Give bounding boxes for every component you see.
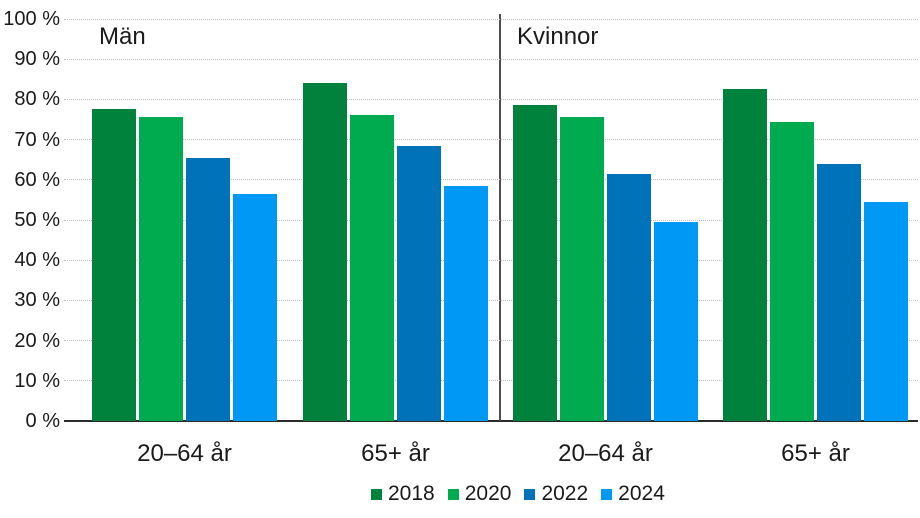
gridline-60 — [64, 179, 918, 181]
legend-item-2022: 2022 — [524, 483, 588, 505]
gridline-80 — [64, 98, 918, 100]
gridline-10 — [64, 380, 918, 382]
legend-color-swatch-2022 — [524, 488, 536, 500]
bar-2024-man-65-ar — [444, 185, 488, 421]
gridline-90 — [64, 58, 918, 60]
y-axis-tick-label-20: 20 % — [14, 329, 60, 352]
y-axis-tick-label-10: 10 % — [14, 369, 60, 392]
bar-2024-man-20-64-ar — [233, 193, 277, 421]
legend-color-swatch-2018 — [371, 488, 382, 500]
bar-2022-kvinnor-20-64-ar — [607, 173, 651, 421]
y-axis-tick-label-30: 30 % — [14, 289, 60, 312]
bar-2018-kvinnor-65-ar — [723, 89, 767, 421]
bar-2020-man-65-ar — [350, 115, 394, 421]
legend-item-2024: 2024 — [601, 483, 665, 505]
gridline-70 — [64, 139, 918, 141]
legend-label-2018: 2018 — [388, 482, 435, 505]
bar-2018-kvinnor-20-64-ar — [513, 105, 557, 421]
x-axis-category-label-man-65-ar: 65+ år — [361, 440, 430, 467]
legend-item-2020: 2020 — [447, 482, 512, 505]
gridline-20 — [64, 340, 918, 342]
x-axis-category-label-man-20-64-ar: 20–64 år — [137, 440, 232, 467]
legend-label-2020: 2020 — [464, 482, 512, 505]
legend-label-2024: 2024 — [618, 482, 665, 505]
bar-2020-kvinnor-65-ar — [770, 121, 814, 421]
bar-2024-kvinnor-65-ar — [864, 201, 908, 421]
panel-divider — [499, 14, 501, 421]
bar-2022-man-20-64-ar — [186, 157, 230, 421]
bar-2024-kvinnor-20-64-ar — [654, 222, 698, 421]
y-axis-tick-label-60: 60 % — [14, 168, 60, 191]
x-axis-line — [64, 420, 918, 422]
panel-label-man: Män — [99, 23, 146, 50]
gridline-100 — [64, 18, 918, 20]
bar-2018-man-20-64-ar — [92, 109, 136, 421]
gridline-40 — [64, 259, 918, 261]
y-axis-tick-label-100: 100 % — [3, 8, 60, 30]
legend-label-2022: 2022 — [541, 482, 589, 505]
legend-color-swatch-2020 — [447, 488, 459, 500]
y-axis-tick-label-80: 80 % — [14, 88, 60, 111]
y-axis-tick-label-0: 0 % — [25, 410, 60, 432]
y-axis-tick-label-90: 90 % — [14, 48, 60, 71]
gridline-50 — [64, 219, 918, 221]
panel-label-kvinnor: Kvinnor — [517, 23, 599, 50]
gridline-30 — [64, 299, 918, 301]
bar-2020-man-20-64-ar — [139, 117, 183, 421]
legend-item-2018: 2018 — [371, 483, 435, 505]
bar-2022-kvinnor-65-ar — [817, 163, 861, 421]
chart-legend: 2018 2020 2022 2024 — [371, 483, 665, 505]
x-axis-category-label-kvinnor-20-64-ar: 20–64 år — [558, 440, 653, 467]
y-axis-tick-label-40: 40 % — [14, 249, 60, 272]
y-axis-tick-label-70: 70 % — [14, 128, 60, 151]
legend-color-swatch-2024 — [601, 488, 613, 500]
x-axis-category-label-kvinnor-65-ar: 65+ år — [781, 440, 850, 467]
bar-2022-man-65-ar — [397, 145, 441, 421]
y-axis-tick-label-50: 50 % — [14, 209, 60, 231]
bar-2020-kvinnor-20-64-ar — [560, 117, 604, 421]
bar-2018-man-65-ar — [303, 83, 347, 421]
